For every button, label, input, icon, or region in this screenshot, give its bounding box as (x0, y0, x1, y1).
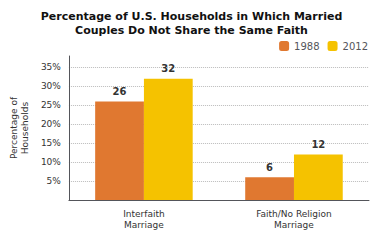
svg-text:Households: Households (20, 102, 30, 155)
svg-text:20%: 20% (41, 119, 61, 129)
svg-text:Interfaith: Interfaith (123, 209, 165, 219)
svg-text:5%: 5% (47, 176, 62, 186)
svg-text:30%: 30% (41, 81, 61, 91)
svg-text:6: 6 (266, 162, 273, 173)
svg-text:10%: 10% (41, 157, 61, 167)
svg-text:32: 32 (161, 63, 175, 74)
svg-text:Percentage of U.S. Households: Percentage of U.S. Households in Which M… (41, 10, 343, 23)
svg-text:26: 26 (113, 86, 127, 97)
svg-text:25%: 25% (41, 100, 61, 110)
svg-text:Marriage: Marriage (124, 220, 164, 230)
svg-text:Percentage of: Percentage of (9, 96, 19, 159)
svg-text:Couples Do Not Share the Same: Couples Do Not Share the Same Faith (75, 24, 308, 37)
svg-text:Marriage: Marriage (274, 220, 314, 230)
svg-text:1988: 1988 (294, 41, 319, 52)
svg-text:15%: 15% (41, 138, 61, 148)
svg-text:35%: 35% (41, 62, 61, 72)
svg-text:2012: 2012 (343, 41, 368, 52)
svg-text:Faith/No Religion: Faith/No Religion (256, 209, 332, 219)
svg-text:12: 12 (311, 139, 325, 150)
